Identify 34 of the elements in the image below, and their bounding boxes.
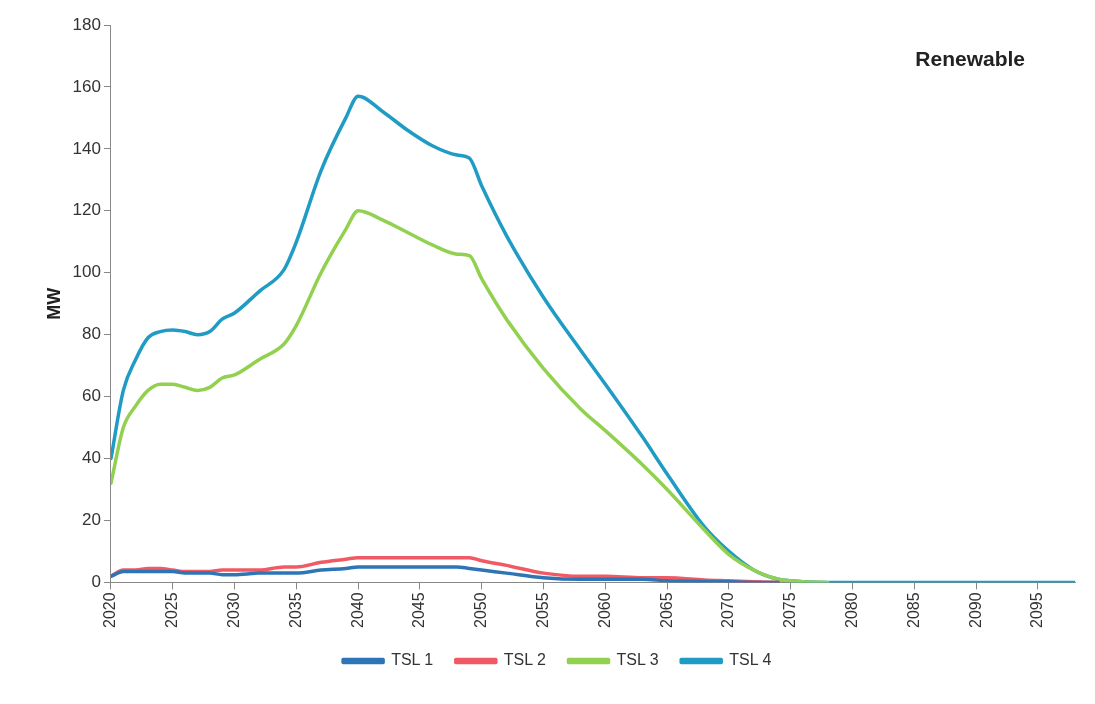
x-tick-label: 2075: [781, 592, 799, 628]
y-tick-label: 0: [91, 572, 101, 592]
x-tick-label: 2040: [348, 592, 366, 628]
x-tick-label: 2070: [719, 592, 737, 628]
x-tick-label: 2025: [163, 592, 181, 628]
line-series: [110, 565, 781, 583]
y-tick-label: 40: [82, 448, 101, 468]
x-tick-label: 2020: [101, 592, 119, 628]
annotation: Renewable: [915, 47, 1025, 71]
y-tick-label: 160: [72, 76, 101, 96]
x-tick-label: 2030: [224, 592, 242, 628]
y-tick-label: 60: [82, 386, 101, 406]
x-tick-label: 2055: [533, 592, 551, 628]
y-axis-title: MW: [43, 287, 64, 320]
legend-label: TSL 3: [616, 651, 659, 669]
x-tick-label: 2090: [966, 592, 984, 628]
x-tick-label: 2065: [657, 592, 675, 628]
x-tick-label: 2035: [286, 592, 304, 628]
x-tick-label: 2045: [410, 592, 428, 628]
y-tick-label: 80: [82, 324, 101, 344]
x-tick-label: 2095: [1028, 592, 1046, 628]
legend-label: TSL 1: [391, 651, 434, 669]
x-tick-label: 2085: [904, 592, 922, 628]
x-tick-label: 2060: [595, 592, 613, 628]
y-tick-label: 20: [82, 510, 101, 530]
x-tick-label: 2080: [842, 592, 860, 628]
line-series: [110, 209, 830, 583]
x-tick-label: 2050: [472, 592, 490, 628]
y-tick-label: 180: [72, 14, 101, 34]
legend-label: TSL 2: [503, 651, 547, 669]
y-tick-label: 120: [72, 200, 101, 220]
y-tick-label: 140: [72, 138, 101, 158]
legend-label: TSL 4: [729, 651, 772, 669]
y-tick-label: 100: [72, 262, 101, 282]
